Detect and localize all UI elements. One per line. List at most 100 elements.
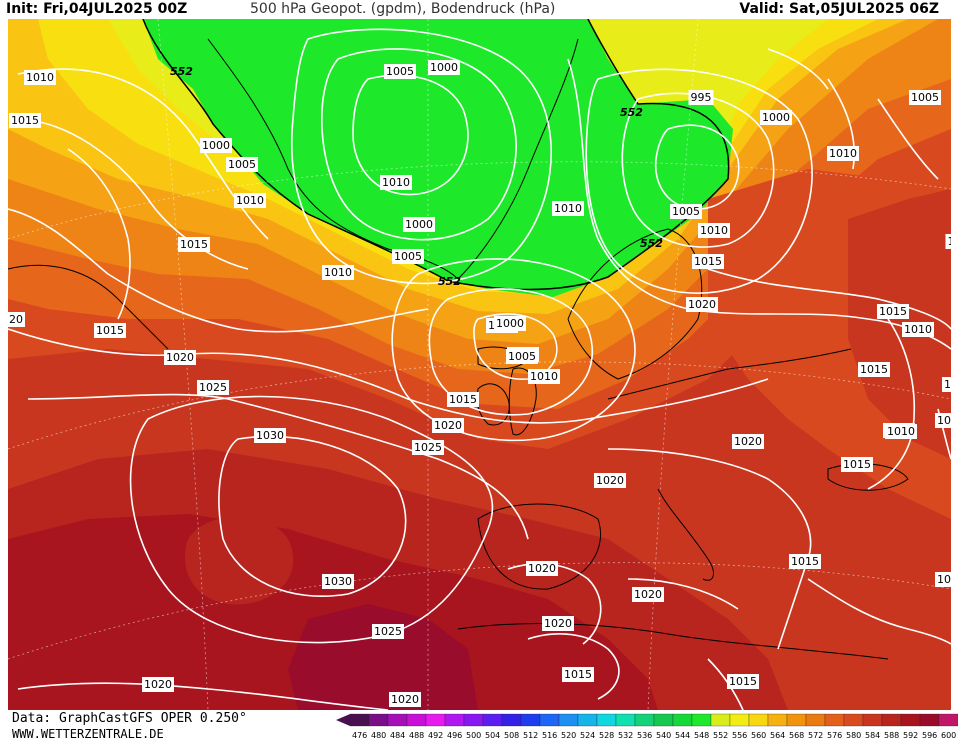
isobar-label: 1020 bbox=[144, 678, 172, 691]
isobar-label-bg bbox=[197, 380, 229, 395]
geopot-zone-584-inner bbox=[184, 516, 294, 605]
isobar-labels: 1010101510001005101010151010101510201025… bbox=[8, 60, 951, 707]
legend-swatch bbox=[805, 713, 826, 727]
isobar-label: 1000 bbox=[496, 317, 524, 330]
isobar-label-bg bbox=[827, 146, 859, 161]
isobar-label: 995 bbox=[691, 91, 712, 104]
isobar-label: 1010 bbox=[829, 147, 857, 160]
isobar-label: 1015 bbox=[729, 675, 757, 688]
isobar-label-bg bbox=[698, 223, 730, 238]
isobar-label: 1000 bbox=[762, 111, 790, 124]
isobar-label-bg bbox=[226, 157, 258, 172]
isobar-label-bg bbox=[392, 249, 424, 264]
legend-swatch bbox=[748, 713, 769, 727]
isobar-label-bg bbox=[200, 138, 232, 153]
isobar-label-bg bbox=[178, 237, 210, 252]
legend-swatch bbox=[710, 713, 731, 727]
isobar-label-bg bbox=[688, 90, 714, 105]
isobar-label-bg bbox=[94, 323, 126, 338]
legend-level-label: 504 bbox=[485, 731, 500, 740]
legend-level-label: 532 bbox=[618, 731, 633, 740]
legend-level-label: 584 bbox=[865, 731, 880, 740]
isobar-label-bg bbox=[542, 616, 574, 631]
legend-level-label: 500 bbox=[466, 731, 481, 740]
legend-swatch bbox=[634, 713, 655, 727]
geopot-zone-580-east bbox=[848, 189, 951, 459]
isobar-label: 20 bbox=[9, 313, 23, 326]
isobar-label-bg bbox=[562, 667, 594, 682]
isobar-label-bg bbox=[858, 362, 890, 377]
isobar-label: 1030 bbox=[324, 575, 352, 588]
legend-arrow-left bbox=[336, 714, 350, 726]
isobar-label-bg bbox=[494, 316, 526, 331]
isobar-label-bg bbox=[841, 457, 873, 472]
legend-swatch bbox=[843, 713, 864, 727]
isobar-label-bg bbox=[902, 322, 934, 337]
isobar-label-bg bbox=[389, 692, 421, 707]
legend-swatch bbox=[482, 713, 503, 727]
isobar-label: 1025 bbox=[199, 381, 227, 394]
legend-swatch bbox=[577, 713, 598, 727]
isobar-label: 1020 bbox=[434, 419, 462, 432]
isobar-label-bg bbox=[935, 413, 951, 428]
isobar-label-bg bbox=[732, 434, 764, 449]
legend-level-label: 580 bbox=[846, 731, 861, 740]
legend-swatch bbox=[862, 713, 883, 727]
legend-swatch bbox=[881, 713, 902, 727]
legend-swatch bbox=[425, 713, 446, 727]
legend-swatch bbox=[349, 713, 370, 727]
legend-swatch bbox=[463, 713, 484, 727]
data-source: Data: GraphCastGFS OPER 0.250° bbox=[12, 711, 247, 726]
isobar-label-bg bbox=[164, 350, 196, 365]
isobar-label-bg bbox=[372, 624, 404, 639]
isobar-label: 1005 bbox=[911, 91, 939, 104]
isobar-label: 1015 bbox=[860, 363, 888, 376]
isobar-label: 1020 bbox=[634, 588, 662, 601]
isobar-label-bg bbox=[384, 64, 416, 79]
isobar-label-bg bbox=[692, 254, 724, 269]
legend-swatch bbox=[767, 713, 788, 727]
isobar-label: 1010 bbox=[700, 224, 728, 237]
legend-swatch bbox=[615, 713, 636, 727]
isobar-label: 1020 bbox=[391, 693, 419, 706]
legend-level-label: 480 bbox=[371, 731, 386, 740]
isobar-label-bg bbox=[760, 110, 792, 125]
contour-552-label: 552 bbox=[640, 237, 663, 250]
isobar-label: 1005 bbox=[672, 205, 700, 218]
isobar-label-bg bbox=[8, 312, 25, 327]
legend-level-label: 596 bbox=[922, 731, 937, 740]
isobar-label: 1010 bbox=[26, 71, 54, 84]
isobar-label-bg bbox=[945, 234, 951, 249]
legend-level-label: 516 bbox=[542, 731, 557, 740]
legend-level-label: 572 bbox=[808, 731, 823, 740]
isobar-label: 1000 bbox=[430, 61, 458, 74]
isobar-label: 1005 bbox=[386, 65, 414, 78]
map-header: Init: Fri,04JUL2025 00Z 500 hPa Geopot. … bbox=[0, 0, 959, 19]
isobar-label: 1000 bbox=[405, 218, 433, 231]
coastlines bbox=[8, 38, 909, 660]
geopot-zone-588 bbox=[8, 514, 658, 710]
contour-552-label: 552 bbox=[170, 65, 193, 78]
isobar-label: 1015 bbox=[879, 305, 907, 318]
isobar-label: 1010 bbox=[324, 266, 352, 279]
legend-swatch bbox=[691, 713, 712, 727]
legend-swatch bbox=[596, 713, 617, 727]
isobar-label: 1015 bbox=[96, 324, 124, 337]
isobar-label: 1010 bbox=[904, 323, 932, 336]
isobar-label-bg bbox=[234, 193, 266, 208]
isobar-label: 1 bbox=[948, 235, 952, 248]
legend-level-label: 476 bbox=[352, 731, 367, 740]
legend-swatch bbox=[653, 713, 674, 727]
legend-level-label: 492 bbox=[428, 731, 443, 740]
legend-level-label: 556 bbox=[732, 731, 747, 740]
isobar-label: 1010 bbox=[554, 202, 582, 215]
init-time: Init: Fri,04JUL2025 00Z bbox=[6, 1, 188, 17]
isobar-label: 1020 bbox=[688, 298, 716, 311]
isobar-label-bg bbox=[528, 369, 560, 384]
legend-swatch bbox=[406, 713, 427, 727]
legend-level-label: 524 bbox=[580, 731, 595, 740]
legend-swatch bbox=[729, 713, 750, 727]
legend-level-label: 592 bbox=[903, 731, 918, 740]
isobar-label: 1005 bbox=[394, 250, 422, 263]
legend-level-label: 576 bbox=[827, 731, 842, 740]
